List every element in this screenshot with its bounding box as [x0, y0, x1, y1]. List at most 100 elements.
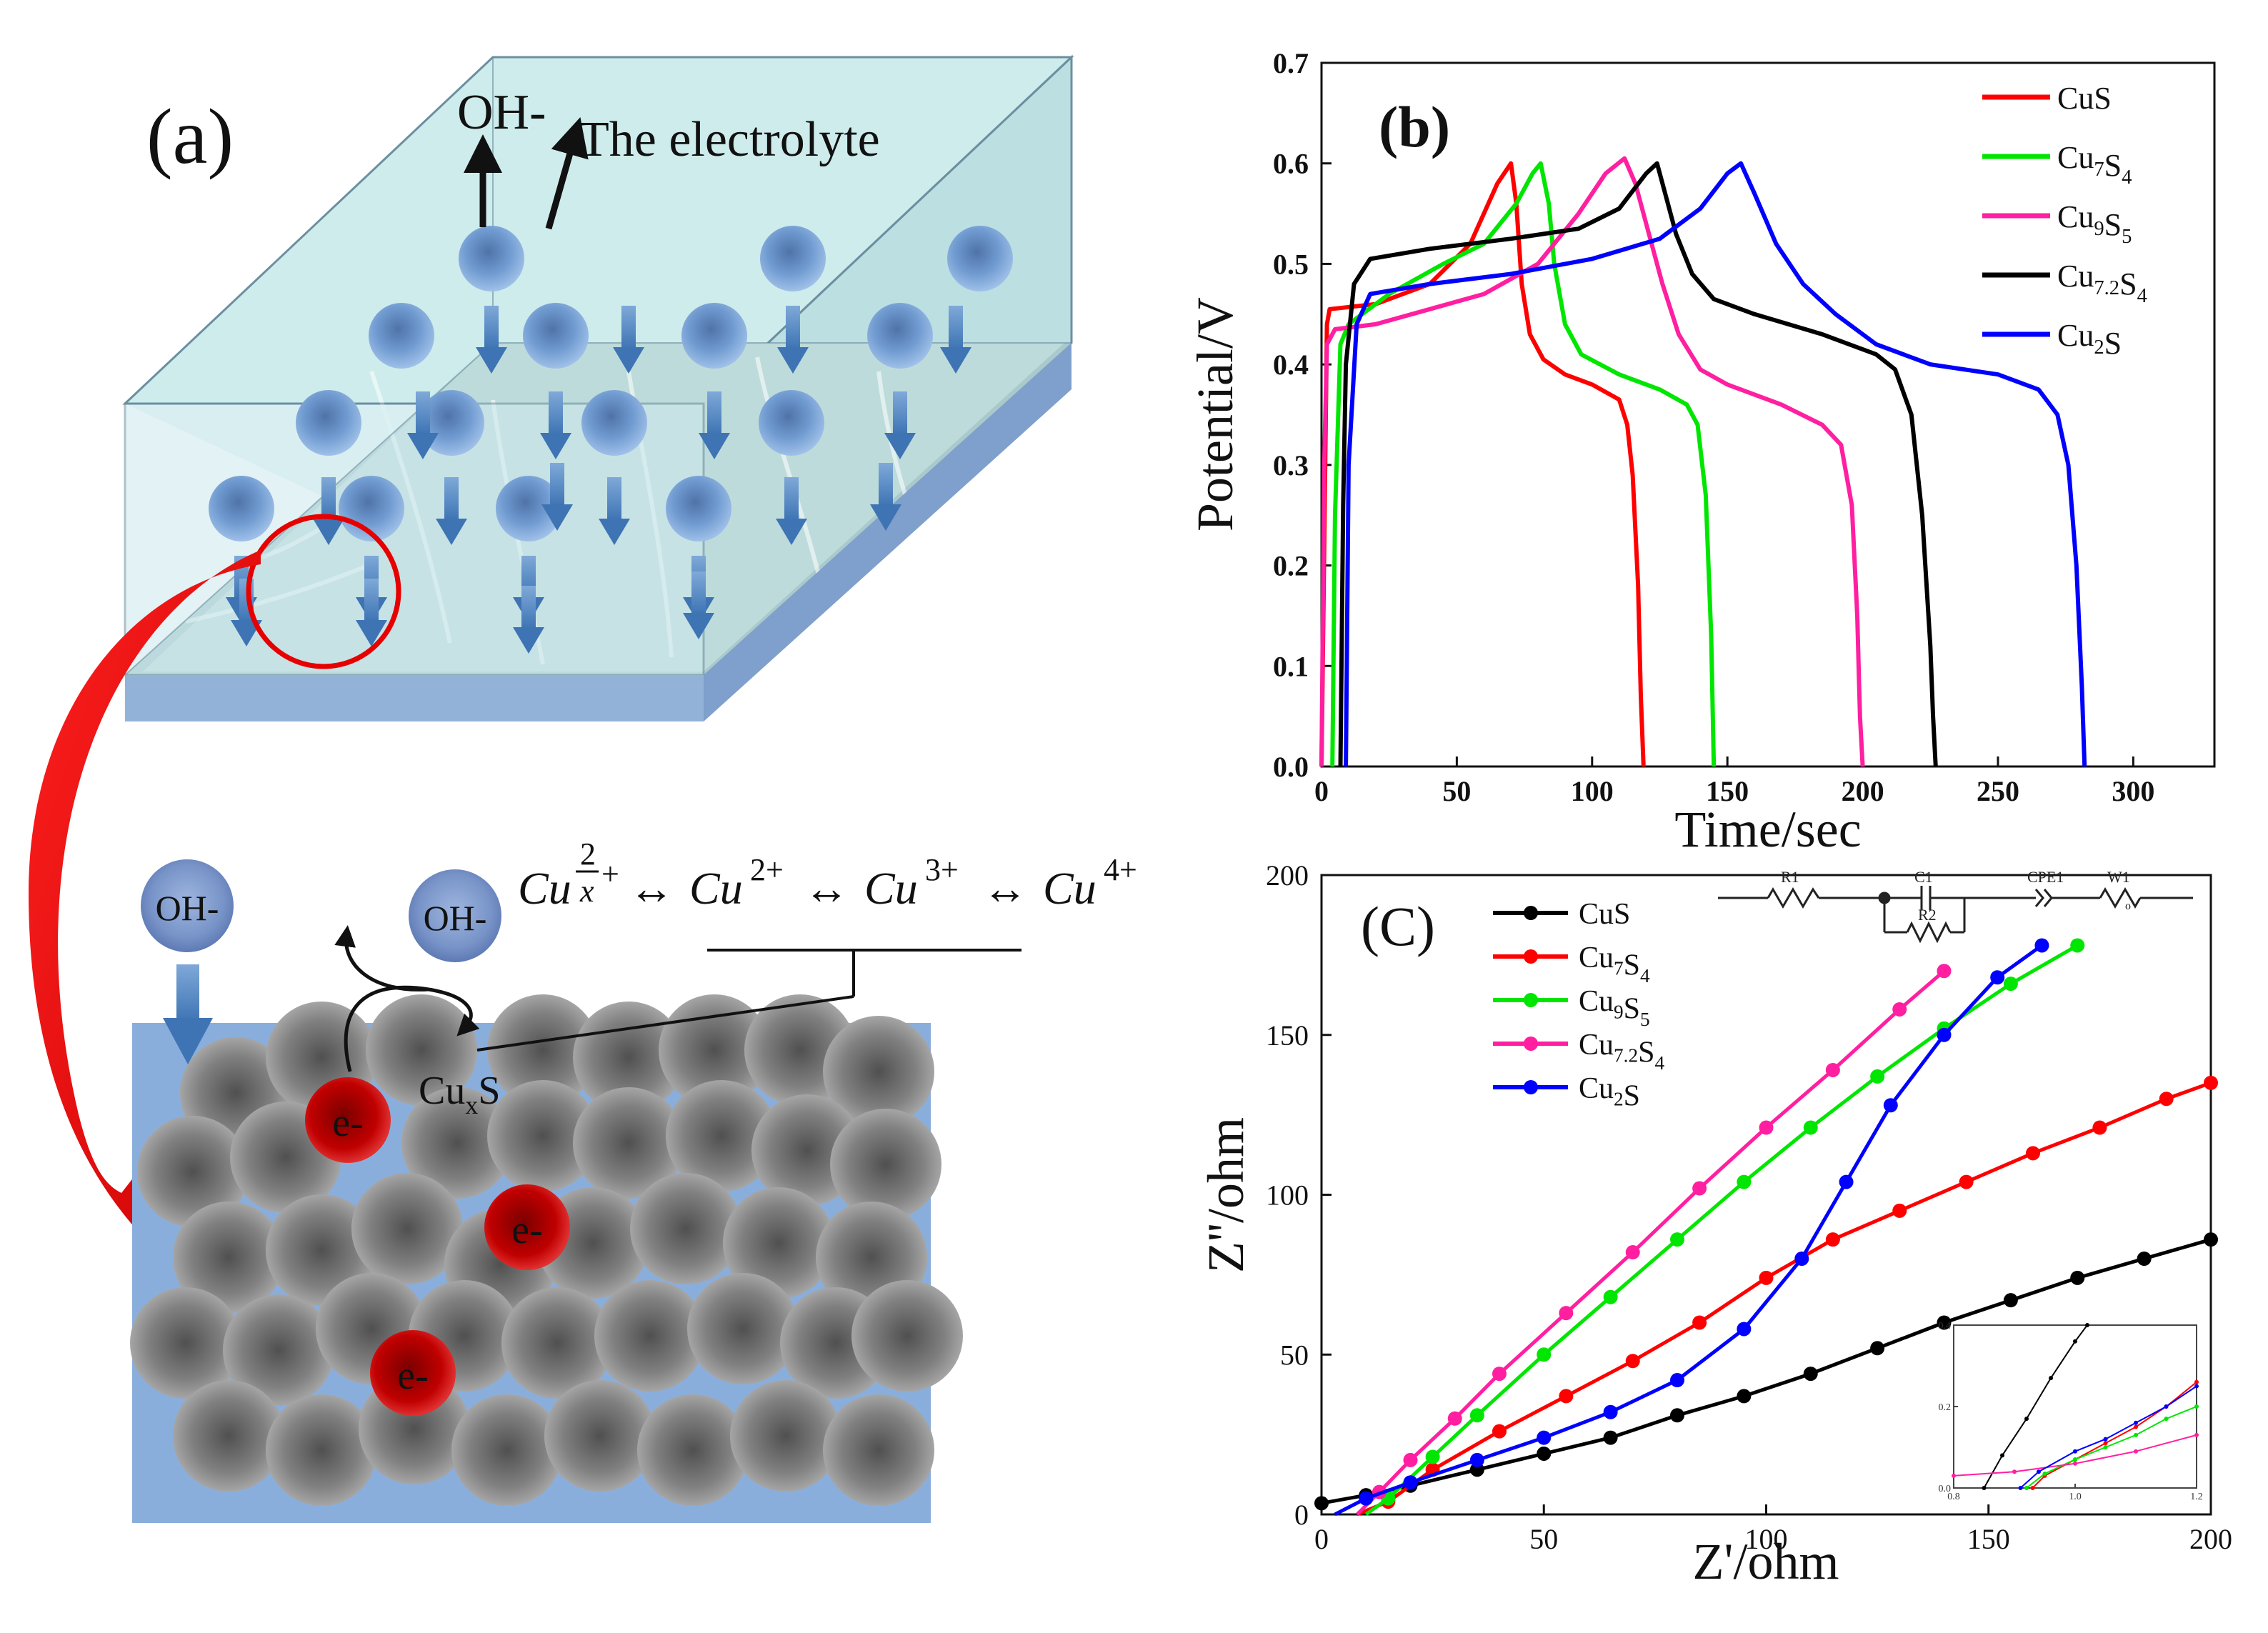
nyquist-point-Cu9S5: [1670, 1232, 1684, 1247]
nyquist-series-Cu7.2S4: [1356, 969, 1946, 1516]
cuxs-particle: [687, 1273, 799, 1384]
svg-text:Cu: Cu: [689, 863, 743, 914]
nyquist-point-Cu9S5: [2003, 977, 2018, 992]
ion-down-arrow-head: [540, 433, 571, 459]
nyquist-point-Cu9S5: [1603, 1289, 1618, 1304]
inset-point-Cu9S5: [2073, 1457, 2077, 1462]
nyquist-point-Cu2S: [1403, 1475, 1418, 1490]
nyquist-x-tick-label: 150: [1967, 1523, 2010, 1555]
electron-2: e-: [484, 1184, 570, 1270]
gcd-x-tick-label: 200: [1842, 775, 1884, 807]
inset-point-Cu9S5: [2042, 1472, 2047, 1477]
ion-down-arrow-head: [683, 613, 714, 639]
ion-down-arrow: [893, 391, 907, 434]
gcd-y-tick-label: 0.3: [1273, 449, 1309, 481]
inset-point-Cu7.2S4: [1952, 1473, 1956, 1478]
ion-down-arrow-head: [613, 347, 644, 374]
gcd-legend-label: Cu7S4: [2057, 140, 2132, 189]
nyquist-point-Cu7.2S4: [1492, 1367, 1507, 1382]
inset-point-Cu7S4: [2134, 1424, 2138, 1429]
gcd-x-axis-title: Time/sec: [1674, 801, 1861, 858]
cuxs-particle-cluster: [130, 994, 963, 1506]
inset-point-Cu2S: [2073, 1449, 2077, 1454]
oh-ion-ball: [523, 303, 589, 369]
ion-down-arrow: [621, 306, 636, 349]
svg-text:↔: ↔: [982, 863, 1028, 914]
exchange-arrow-left: [334, 925, 429, 992]
oh-ion-right: OH-: [409, 869, 501, 962]
ion-down-arrow-head: [541, 504, 573, 531]
cuxs-particle: [637, 1394, 749, 1506]
nyquist-point-CuS: [1737, 1389, 1752, 1404]
oh-label-top: OH-: [457, 85, 546, 140]
inset-point-Cu2S: [2103, 1437, 2108, 1442]
nyquist-point-CuS: [1870, 1341, 1885, 1356]
nyquist-legend-marker: [1524, 906, 1538, 920]
oh-ion-left-arrow-stem: [176, 964, 199, 1022]
nyquist-y-tick-label: 0: [1294, 1499, 1309, 1531]
ion-down-arrow: [484, 306, 499, 349]
ion-down-arrow-head: [231, 620, 262, 646]
inset-point-CuS: [1982, 1486, 1987, 1490]
cuxs-particle: [630, 1173, 741, 1284]
nyquist-point-Cu7.2S4: [1559, 1306, 1574, 1321]
nyquist-point-Cu2S: [1937, 1027, 1952, 1042]
nyquist-point-Cu2S: [1670, 1373, 1684, 1388]
nyquist-legend-marker: [1524, 1037, 1538, 1051]
inset-point-Cu9S5: [2194, 1404, 2199, 1409]
nyquist-y-tick-label: 100: [1266, 1179, 1309, 1212]
nyquist-point-CuS: [1670, 1408, 1684, 1423]
nyquist-y-tick-label: 150: [1266, 1019, 1309, 1052]
cuxs-particle: [544, 1380, 656, 1492]
nyquist-point-Cu7S4: [1492, 1424, 1507, 1439]
nyquist-x-tick-label: 0: [1314, 1523, 1329, 1555]
equation-pointer: [476, 995, 854, 1052]
ion-down-arrow-head: [599, 519, 630, 545]
svg-text:CuxS: CuxS: [419, 1069, 501, 1119]
svg-text:o: o: [2125, 900, 2131, 912]
ion-down-arrow: [416, 391, 430, 434]
nyquist-point-Cu7S4: [1892, 1203, 1907, 1218]
cuxs-particle: [130, 1287, 241, 1399]
nyquist-point-Cu7S4: [1959, 1174, 1974, 1189]
nyquist-point-Cu7.2S4: [1447, 1411, 1462, 1426]
nyquist-point-Cu9S5: [1737, 1174, 1752, 1189]
nyquist-x-tick-label: 100: [1745, 1523, 1788, 1555]
cuxs-particle: [666, 1080, 777, 1192]
ion-down-arrow-head: [513, 627, 544, 654]
inset-point-Cu7S4: [2103, 1441, 2108, 1446]
nyquist-point-Cu7S4: [1625, 1354, 1640, 1369]
cuxs-particle: [401, 1087, 513, 1199]
nyquist-legend-label: Cu2S: [1579, 1072, 1640, 1113]
ion-down-arrow: [550, 463, 564, 506]
nyquist-legend-label: Cu7.2S4: [1579, 1029, 1665, 1074]
svg-text:+: +: [601, 857, 619, 892]
nyquist-point-CuS: [2137, 1252, 2152, 1266]
nyquist-point-Cu2S: [1990, 970, 2005, 985]
gcd-chart: (b) 0 50 100 150 200 250 300 0.0 0.1 0.2 0.3 0.4 0.5…: [1187, 47, 2216, 858]
exchange-arrow-out: [428, 987, 480, 1037]
nyquist-point-Cu9S5: [1469, 1408, 1484, 1423]
oh-ion-left-label: OH-: [156, 888, 219, 928]
ion-down-arrow: [607, 477, 621, 520]
gcd-legend-label: CuS: [2057, 81, 2112, 116]
oh-ion-ball: [947, 226, 1013, 291]
svg-text:e-: e-: [332, 1101, 364, 1145]
inset-point-Cu2S: [2194, 1384, 2199, 1389]
nyquist-point-Cu7S4: [2204, 1075, 2218, 1090]
nyquist-point-Cu7S4: [2092, 1120, 2107, 1135]
gcd-series-Cu7.2S4: [1338, 161, 1938, 767]
panel-a-schematic: (a) OH- The electrolyte OH- OH- Cu 2 x +…: [29, 54, 1137, 1523]
nyquist-point-CuS: [2204, 1232, 2218, 1247]
ion-down-arrow-head: [940, 347, 971, 374]
ion-down-arrow: [691, 571, 706, 614]
oh-ion-ball: [759, 390, 824, 456]
oh-ion-ball: [666, 476, 731, 541]
inset-y-tick-label: 0.0: [1939, 1484, 1952, 1494]
inset-y-tick-label: 0.4: [1939, 1321, 1952, 1332]
svg-text:Cu: Cu: [864, 863, 918, 914]
ion-down-arrow: [321, 477, 336, 520]
nyquist-legend-marker: [1524, 993, 1538, 1007]
gcd-legend-label: Cu7.2S4: [2057, 259, 2147, 307]
oh-ion-ball: [369, 303, 434, 369]
